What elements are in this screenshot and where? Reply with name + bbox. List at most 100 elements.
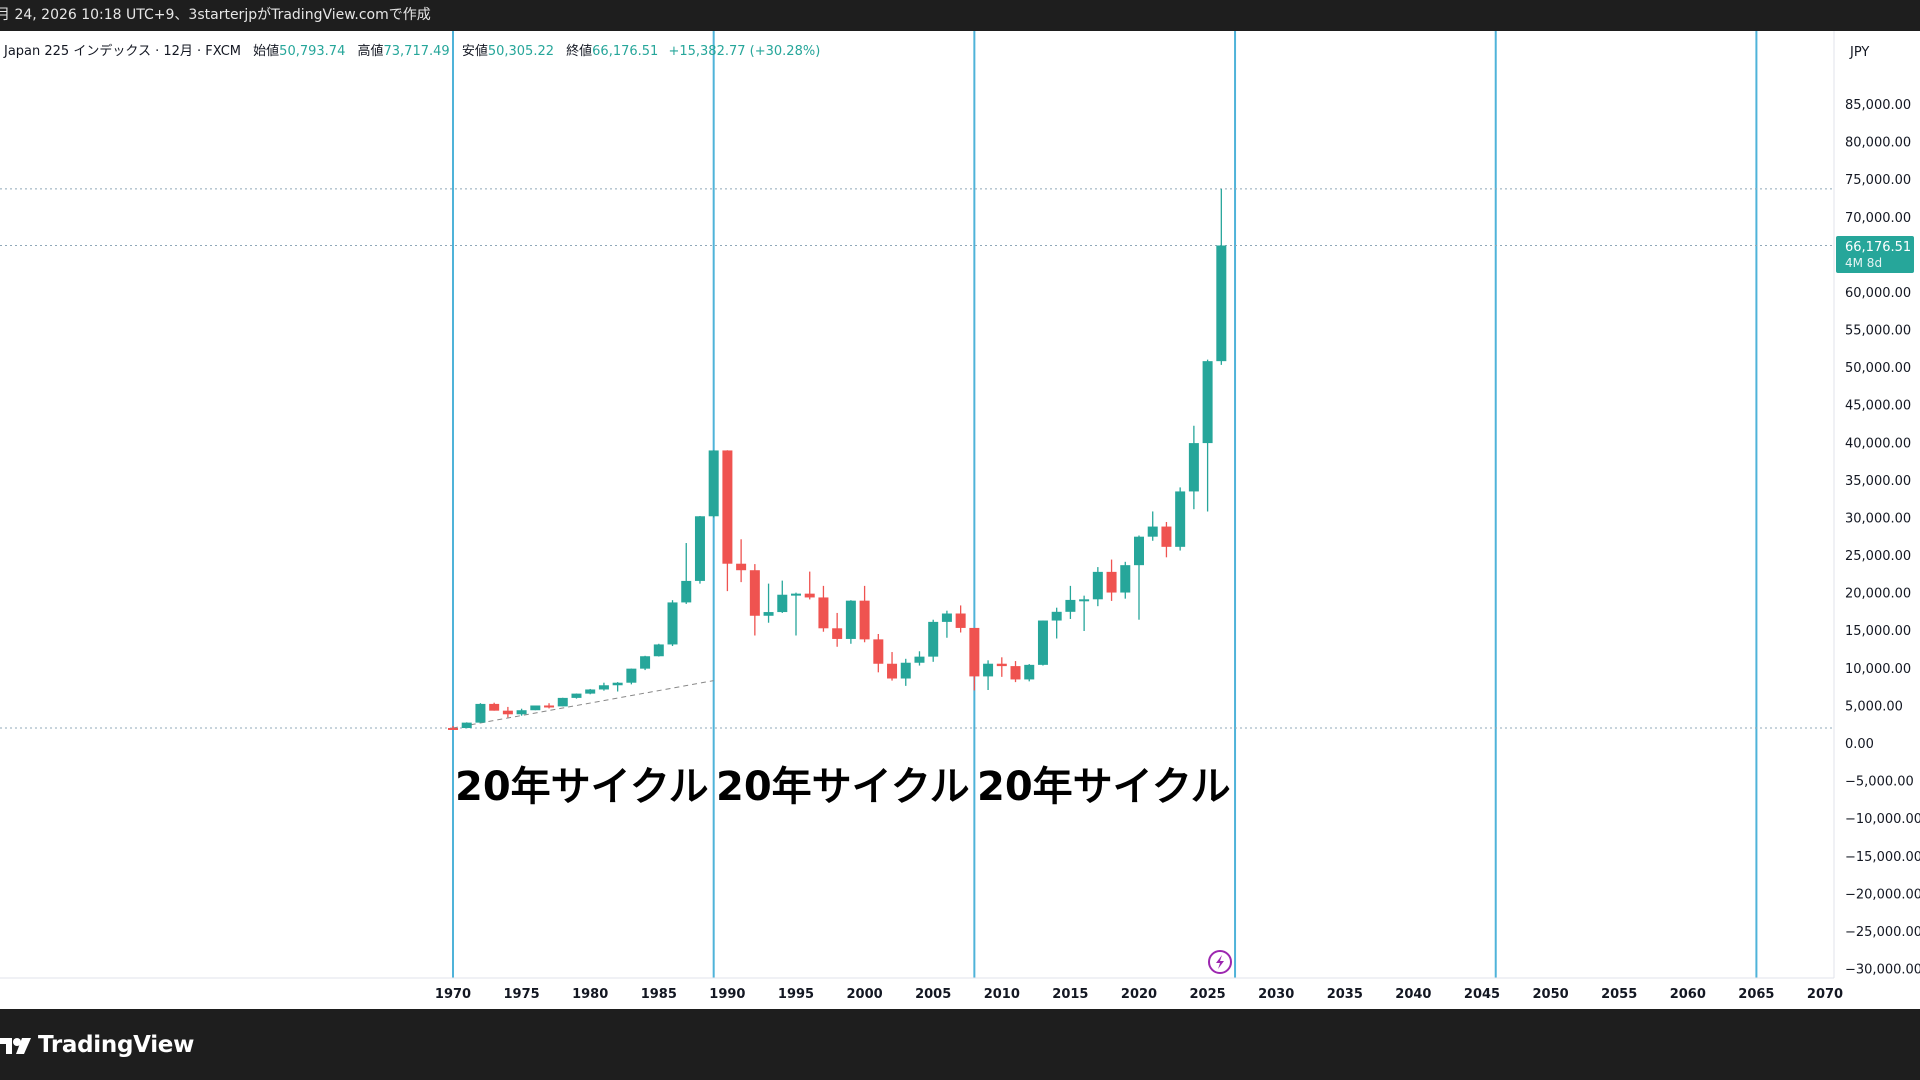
- candle[interactable]: [626, 668, 637, 685]
- candle-body: [955, 613, 966, 628]
- candle-body: [1120, 565, 1131, 593]
- price-tick-label: 85,000.00: [1845, 98, 1911, 113]
- time-tick-label: 2015: [1052, 987, 1088, 1002]
- candle-body: [763, 612, 774, 616]
- candle[interactable]: [516, 708, 527, 716]
- last-price-tag-bg: [1836, 236, 1914, 273]
- candle[interactable]: [1216, 188, 1227, 365]
- candle-body: [928, 621, 939, 657]
- candle[interactable]: [667, 600, 678, 647]
- candle[interactable]: [557, 697, 568, 707]
- candle[interactable]: [1051, 607, 1062, 639]
- candle-body: [1024, 664, 1035, 680]
- candle[interactable]: [722, 450, 733, 592]
- price-tick-label: 20,000.00: [1845, 587, 1911, 602]
- candle[interactable]: [448, 726, 458, 730]
- candle-body: [887, 663, 898, 679]
- candle-body: [832, 628, 843, 639]
- candle-body: [694, 516, 705, 581]
- candle[interactable]: [928, 619, 939, 662]
- candle[interactable]: [763, 583, 774, 623]
- candle[interactable]: [996, 657, 1007, 677]
- candle[interactable]: [1106, 559, 1117, 601]
- candle-body: [681, 580, 692, 603]
- candle[interactable]: [1147, 511, 1158, 541]
- legend-symbol[interactable]: Japan 225 インデックス · 12月 · FXCM: [4, 44, 242, 59]
- price-tick-label: −10,000.00: [1845, 812, 1920, 827]
- candle[interactable]: [736, 539, 747, 583]
- candle[interactable]: [914, 651, 925, 666]
- candle-body: [1161, 526, 1172, 547]
- candle[interactable]: [653, 643, 664, 657]
- candle-body: [571, 693, 582, 698]
- candle[interactable]: [1134, 535, 1144, 620]
- candle[interactable]: [612, 682, 623, 692]
- time-tick-label: 2050: [1533, 987, 1569, 1002]
- candle-body: [859, 600, 870, 640]
- candle[interactable]: [1175, 487, 1186, 551]
- candle[interactable]: [818, 585, 829, 632]
- candle[interactable]: [749, 564, 760, 636]
- candle-body: [1106, 571, 1117, 593]
- candle[interactable]: [489, 702, 500, 711]
- candle[interactable]: [873, 633, 884, 673]
- last-price-countdown: 4M 8d: [1845, 256, 1882, 270]
- cycle-label: 20年サイクル: [455, 764, 709, 810]
- candle[interactable]: [1065, 585, 1076, 619]
- candle[interactable]: [1079, 595, 1090, 631]
- candle-body: [777, 594, 788, 613]
- candle[interactable]: [571, 693, 582, 699]
- time-axis-ticks[interactable]: 1970 1975 1980 1985 1990 1995 2000 2005 2010 2015…: [435, 987, 1843, 1002]
- candle[interactable]: [941, 610, 952, 638]
- candle-body: [475, 703, 486, 723]
- candle[interactable]: [1010, 661, 1021, 683]
- price-tick-label: 70,000.00: [1845, 211, 1911, 226]
- time-tick-label: 1970: [435, 987, 471, 1002]
- candle[interactable]: [694, 515, 705, 584]
- candle[interactable]: [461, 722, 472, 729]
- candle[interactable]: [832, 612, 843, 647]
- price-tick-label: 45,000.00: [1845, 399, 1911, 414]
- candle[interactable]: [955, 605, 966, 633]
- candle[interactable]: [708, 450, 719, 518]
- candle[interactable]: [859, 585, 870, 643]
- candle[interactable]: [1024, 664, 1035, 682]
- tradingview-logo[interactable]: TradingView: [0, 1032, 194, 1058]
- candle[interactable]: [502, 706, 513, 718]
- price-tick-label: 60,000.00: [1845, 286, 1911, 301]
- candle[interactable]: [585, 688, 596, 695]
- cycle-labels: 20年サイクル 20年サイクル 20年サイクル: [455, 764, 1231, 810]
- horizontal-dotted-lines: [0, 188, 1834, 729]
- candle[interactable]: [1202, 359, 1213, 512]
- price-axis-ticks[interactable]: 85,000.00 80,000.00 75,000.00 70,000.00 60,0…: [1845, 98, 1920, 978]
- trend-line-segment[interactable]: [452, 680, 714, 729]
- last-price-tag: 66,176.51 4M 8d: [1836, 236, 1914, 273]
- candle[interactable]: [1188, 425, 1199, 510]
- candle-body: [818, 597, 829, 629]
- candle[interactable]: [544, 703, 555, 709]
- time-tick-label: 1990: [709, 987, 745, 1002]
- candle[interactable]: [475, 703, 486, 723]
- candle[interactable]: [900, 658, 911, 686]
- lightning-icon[interactable]: [1208, 950, 1232, 974]
- candle[interactable]: [777, 580, 788, 613]
- candle[interactable]: [1092, 567, 1103, 607]
- candle[interactable]: [1037, 620, 1048, 666]
- candle[interactable]: [791, 592, 801, 636]
- candles[interactable]: [448, 188, 1227, 730]
- candle[interactable]: [530, 705, 541, 711]
- price-chart[interactable]: 20年サイクル 20年サイクル 20年サイクル JPY 85,000.0080,00…: [0, 31, 1920, 1009]
- candle[interactable]: [1161, 521, 1172, 558]
- candle[interactable]: [887, 652, 898, 681]
- candle[interactable]: [969, 627, 980, 691]
- candle[interactable]: [640, 655, 651, 671]
- cycle-label: 20年サイクル: [977, 764, 1231, 810]
- price-tick-label: 35,000.00: [1845, 474, 1911, 489]
- candle[interactable]: [983, 660, 994, 691]
- candle[interactable]: [845, 600, 856, 644]
- trend-line[interactable]: [452, 680, 714, 729]
- candle[interactable]: [598, 682, 609, 691]
- candle[interactable]: [1120, 561, 1131, 599]
- candle[interactable]: [804, 571, 815, 600]
- candle[interactable]: [681, 543, 692, 604]
